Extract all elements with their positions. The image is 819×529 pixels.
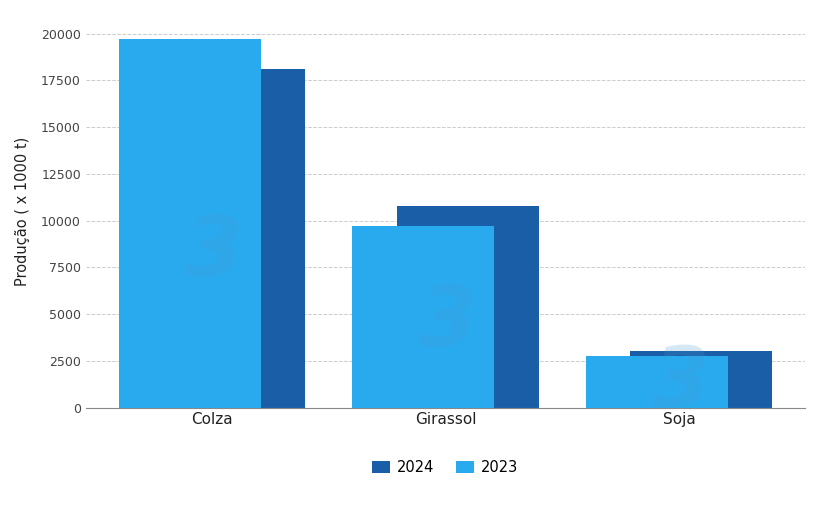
Bar: [163, 69, 305, 407]
Text: 3: 3: [185, 213, 242, 294]
Bar: [396, 206, 538, 407]
Bar: [630, 351, 771, 407]
Bar: [119, 39, 260, 407]
Y-axis label: Produção ( x 1000 t): Produção ( x 1000 t): [15, 136, 30, 286]
Bar: [585, 356, 727, 407]
Text: 3: 3: [651, 343, 709, 424]
Legend: 2024, 2023: 2024, 2023: [366, 454, 523, 481]
Bar: [352, 226, 494, 407]
Text: 3: 3: [419, 282, 476, 363]
